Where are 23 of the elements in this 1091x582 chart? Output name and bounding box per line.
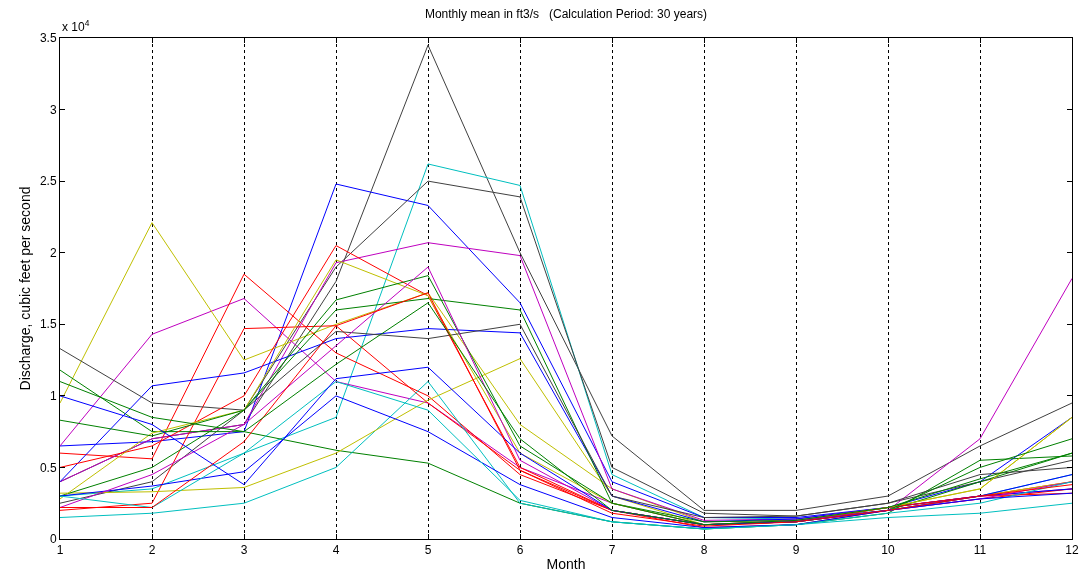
- x-axis-title: Month: [546, 555, 586, 572]
- x-tick-label: 2: [148, 543, 156, 558]
- y-tick-label: 1.5: [39, 317, 57, 332]
- x-tick-label: 9: [792, 543, 800, 558]
- y-tick-label: 1: [49, 389, 57, 404]
- y-tick-label: 3: [49, 102, 57, 117]
- chart-title: Monthly mean in ft3/s (Calculation Period: 30 years): [424, 7, 708, 22]
- y-tick-label: 2: [49, 245, 57, 260]
- text: x 10$^{4}$: [62, 18, 90, 35]
- x-tick-label: 6: [516, 543, 524, 558]
- x-tick-label: 4: [332, 543, 340, 558]
- y-tick-label: 3.5: [39, 31, 57, 46]
- x-tick-label: 8: [700, 543, 708, 558]
- y-tick-label: 0.5: [39, 460, 57, 475]
- y-tick-label: 2.5: [39, 174, 57, 189]
- x-tick-label: 5: [424, 543, 432, 558]
- x-tick-label: 10: [881, 543, 895, 558]
- x-tick-label: 12: [1065, 543, 1079, 558]
- y-tick-label: 0: [49, 532, 57, 547]
- x-tick-label: 7: [608, 543, 616, 558]
- x-tick-label: 11: [973, 543, 987, 558]
- y-axis-title: Discharge, cubic feet per second: [16, 186, 33, 391]
- x-tick-label: 3: [240, 543, 248, 558]
